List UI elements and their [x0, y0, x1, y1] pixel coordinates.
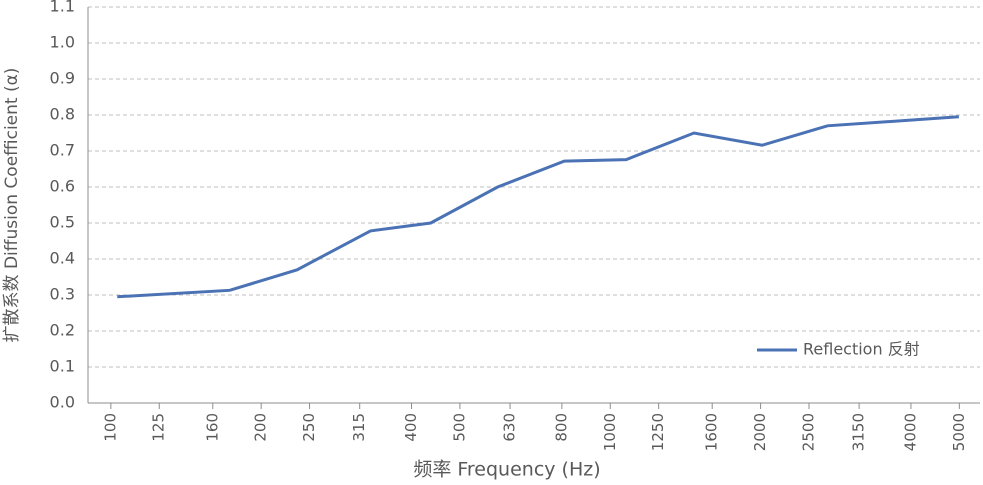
y-tick-label: 0.3 [50, 285, 75, 304]
y-tick-label: 0.0 [50, 393, 75, 412]
x-tick-label: 100 [101, 413, 119, 442]
x-tick-label: 800 [552, 413, 570, 442]
y-tick-label: 0.2 [50, 321, 75, 340]
y-tick-label: 1.1 [50, 0, 75, 16]
x-tick-label: 630 [501, 413, 519, 442]
x-tick-label: 1600 [703, 413, 721, 451]
x-tick-label: 315 [350, 413, 368, 442]
x-tick-label: 400 [402, 413, 420, 442]
legend-label: Reflection 反射 [803, 340, 920, 359]
x-tick-label: 250 [300, 413, 318, 442]
y-axis-label: 扩散系数 Diffusion Coefficient (α) [2, 68, 22, 343]
x-tick-label: 1250 [649, 413, 667, 451]
y-tick-label: 0.6 [50, 177, 75, 196]
line [117, 115, 959, 299]
y-tick-label: 0.9 [50, 69, 75, 88]
y-tick-label: 0.4 [50, 249, 75, 268]
x-tick-label: 500 [450, 413, 468, 442]
y-tick-label: 1.0 [50, 33, 75, 52]
x-tick-label: 160 [203, 413, 221, 442]
y-tick-label: 0.1 [50, 357, 75, 376]
x-axis-label: 频率 Frequency (Hz) [413, 459, 600, 481]
y-tick-label: 0.7 [50, 141, 75, 160]
x-tick-label: 3150 [850, 413, 868, 451]
y-tick-label: 0.8 [50, 105, 75, 124]
y-tick-label: 0.5 [50, 213, 75, 232]
x-tick-label: 125 [150, 413, 168, 442]
x-tick-label: 2000 [751, 413, 769, 451]
x-tick-label: 200 [252, 413, 270, 442]
x-tick-label: 2500 [799, 413, 817, 451]
x-tick-label: 1000 [601, 413, 619, 451]
x-tick-label: 5000 [950, 413, 968, 451]
x-tick-label: 4000 [901, 413, 919, 451]
